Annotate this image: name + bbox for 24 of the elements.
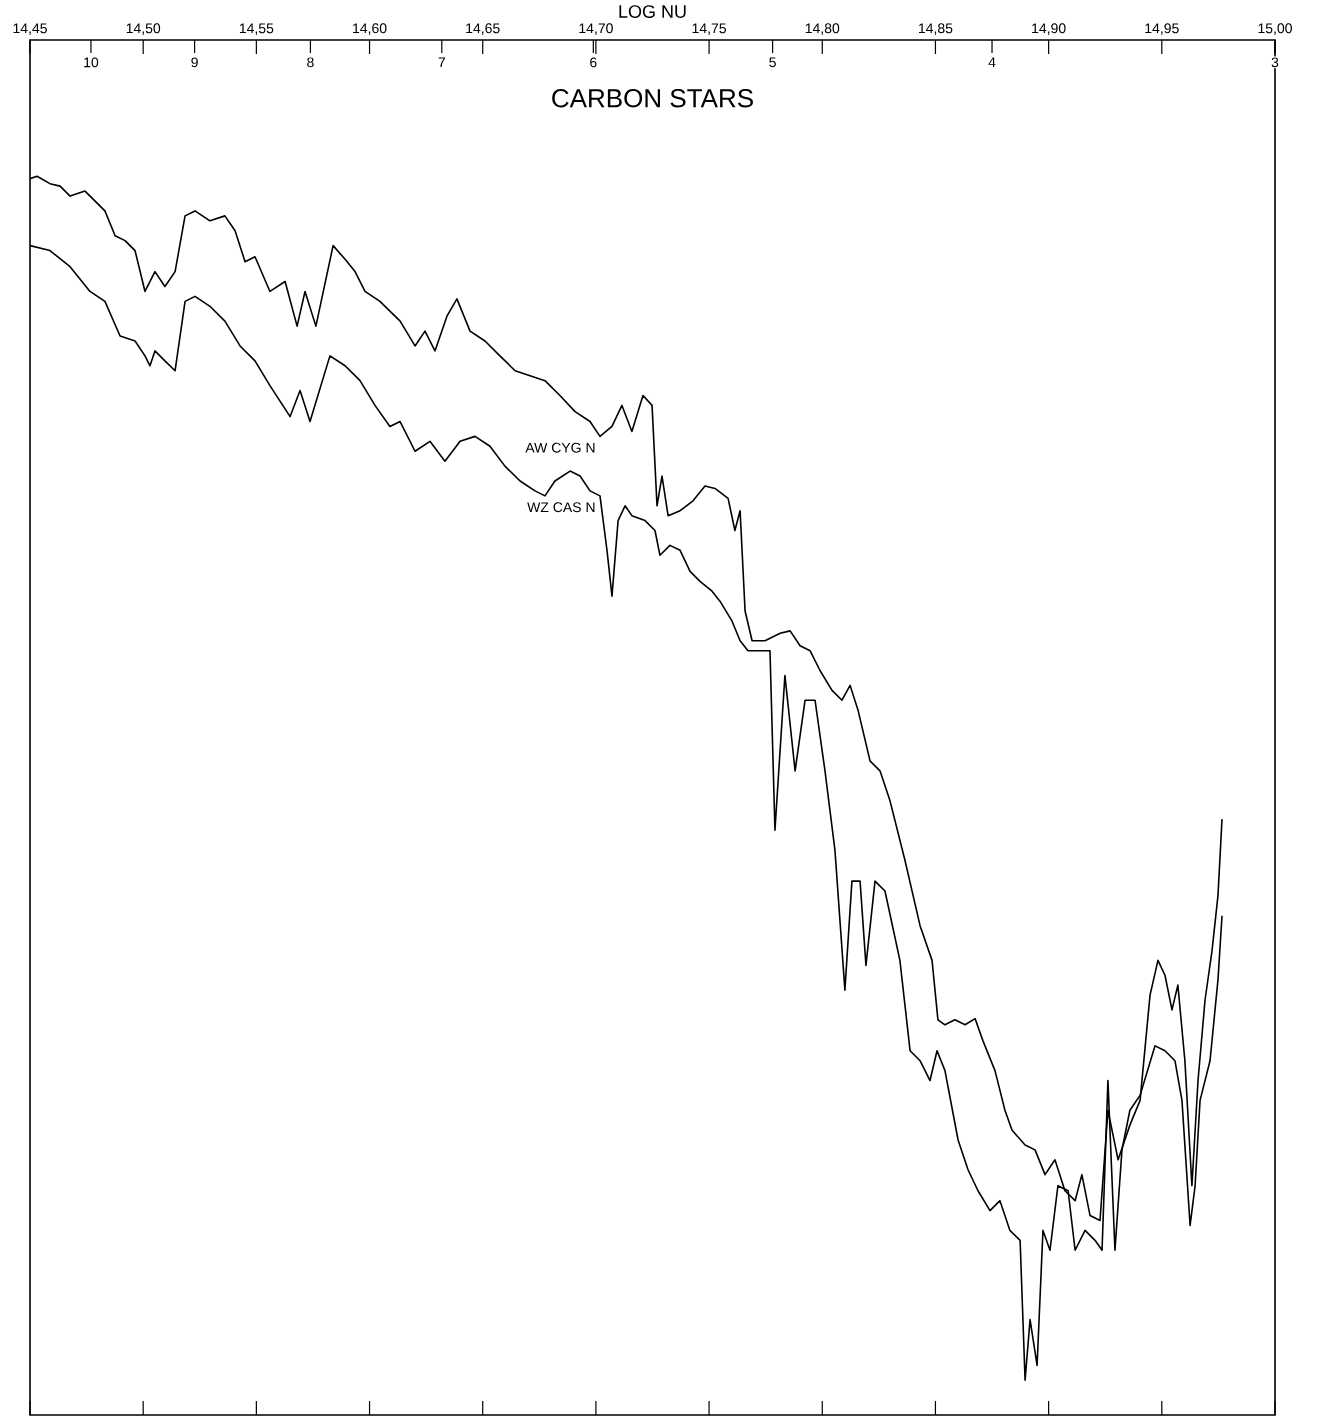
x2-tick-label: 10 xyxy=(84,57,99,68)
x-axis-title: LOG NU xyxy=(619,5,686,18)
x-tick-label: 14,55 xyxy=(239,23,274,35)
x2-tick-label: 9 xyxy=(191,57,198,68)
x-tick-label: 14,90 xyxy=(1032,23,1066,35)
x-tick-label: 14,45 xyxy=(13,23,47,35)
x-tick-label: 14,80 xyxy=(805,23,840,35)
x-tick-label: 14,70 xyxy=(579,23,613,35)
x2-tick-label: 6 xyxy=(590,57,597,68)
x-tick-label: 14,50 xyxy=(126,23,161,35)
x-tick-label: 14,95 xyxy=(1145,23,1179,35)
chart-title: CARBON STARS xyxy=(552,89,753,108)
x2-tick-label: 8 xyxy=(307,57,314,68)
series-label: WZ CAS N xyxy=(527,502,595,513)
x-tick-label: 14,65 xyxy=(466,23,500,35)
x2-tick-label: 3 xyxy=(1271,57,1279,68)
x2-tick-label: 7 xyxy=(438,57,446,68)
x-tick-label: 14,75 xyxy=(692,23,726,35)
series-label: AW CYG N xyxy=(525,442,595,453)
x2-tick-label: 4 xyxy=(988,57,996,68)
x2-tick-label: 5 xyxy=(769,57,776,68)
x-tick-label: 14,85 xyxy=(918,23,953,35)
x-tick-label: 15,00 xyxy=(1258,23,1292,35)
x-tick-label: 14,60 xyxy=(353,23,387,35)
